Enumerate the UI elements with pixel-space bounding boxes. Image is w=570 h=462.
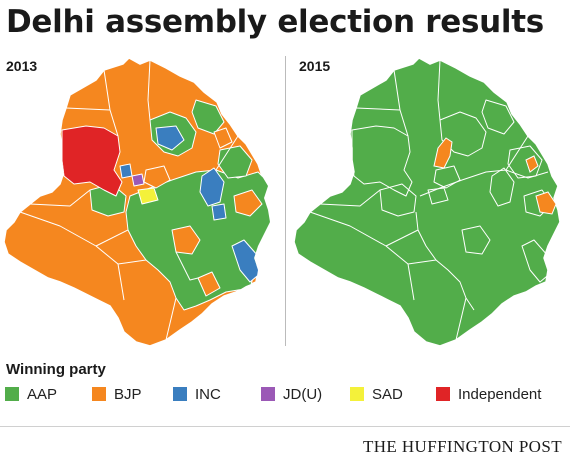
publisher-logo: THE HUFFINGTON POST [362, 437, 562, 456]
map-2015-base [293, 57, 561, 347]
legend-swatch-sad [350, 387, 364, 401]
constituency-bjp [233, 189, 263, 217]
legend-item-bjp: BJP [92, 383, 142, 405]
constituency-inc [155, 125, 185, 151]
constituency-bjp [143, 165, 171, 189]
legend-label-independent: Independent [458, 385, 542, 403]
legend-item-aap: AAP [5, 383, 57, 405]
footer-rule [0, 426, 570, 427]
legend-label-inc: INC [195, 385, 221, 403]
legend-label-bjp: BJP [114, 385, 142, 403]
map-divider [285, 56, 286, 346]
constituency-bjp [433, 137, 453, 169]
map-2013-borders [19, 59, 239, 341]
legend-label-jdu: JD(U) [283, 385, 323, 403]
legend-swatch-inc [173, 387, 187, 401]
legend-label-sad: SAD [372, 385, 403, 403]
constituency-aap [191, 99, 225, 135]
legend-item-jdu: JD(U) [261, 383, 322, 405]
legend-title: Winning party [6, 361, 106, 378]
legend: AAP BJP INC JD(U) SAD Independent [5, 383, 570, 405]
constituency-bjp [213, 127, 233, 149]
constituency-bjp [197, 271, 221, 297]
legend-label-aap: AAP [27, 385, 58, 403]
legend-swatch-independent [436, 387, 450, 401]
legend-item-sad: SAD [350, 383, 403, 405]
legend-item-independent: Independent [436, 383, 541, 405]
legend-item-inc: INC [173, 383, 221, 405]
legend-swatch-jdu [261, 387, 275, 401]
map-2013-year: 2013 [6, 58, 38, 74]
constituency-inc [211, 203, 227, 221]
legend-swatch-aap [5, 387, 19, 401]
map-2015 [293, 57, 561, 347]
map-2015-borders [309, 59, 553, 341]
constituency-jdu [131, 173, 145, 187]
constituency-independent [61, 125, 123, 197]
constituency-sad [137, 187, 159, 205]
map-2015-year: 2015 [299, 58, 331, 74]
legend-swatch-bjp [92, 387, 106, 401]
constituency-inc [199, 167, 225, 207]
page-title: Delhi assembly election results [6, 4, 544, 40]
constituency-inc [119, 163, 133, 179]
map-2013 [3, 57, 271, 347]
constituency-bjp [525, 155, 539, 173]
constituency-bjp [535, 191, 557, 215]
constituency-bjp [171, 225, 201, 255]
